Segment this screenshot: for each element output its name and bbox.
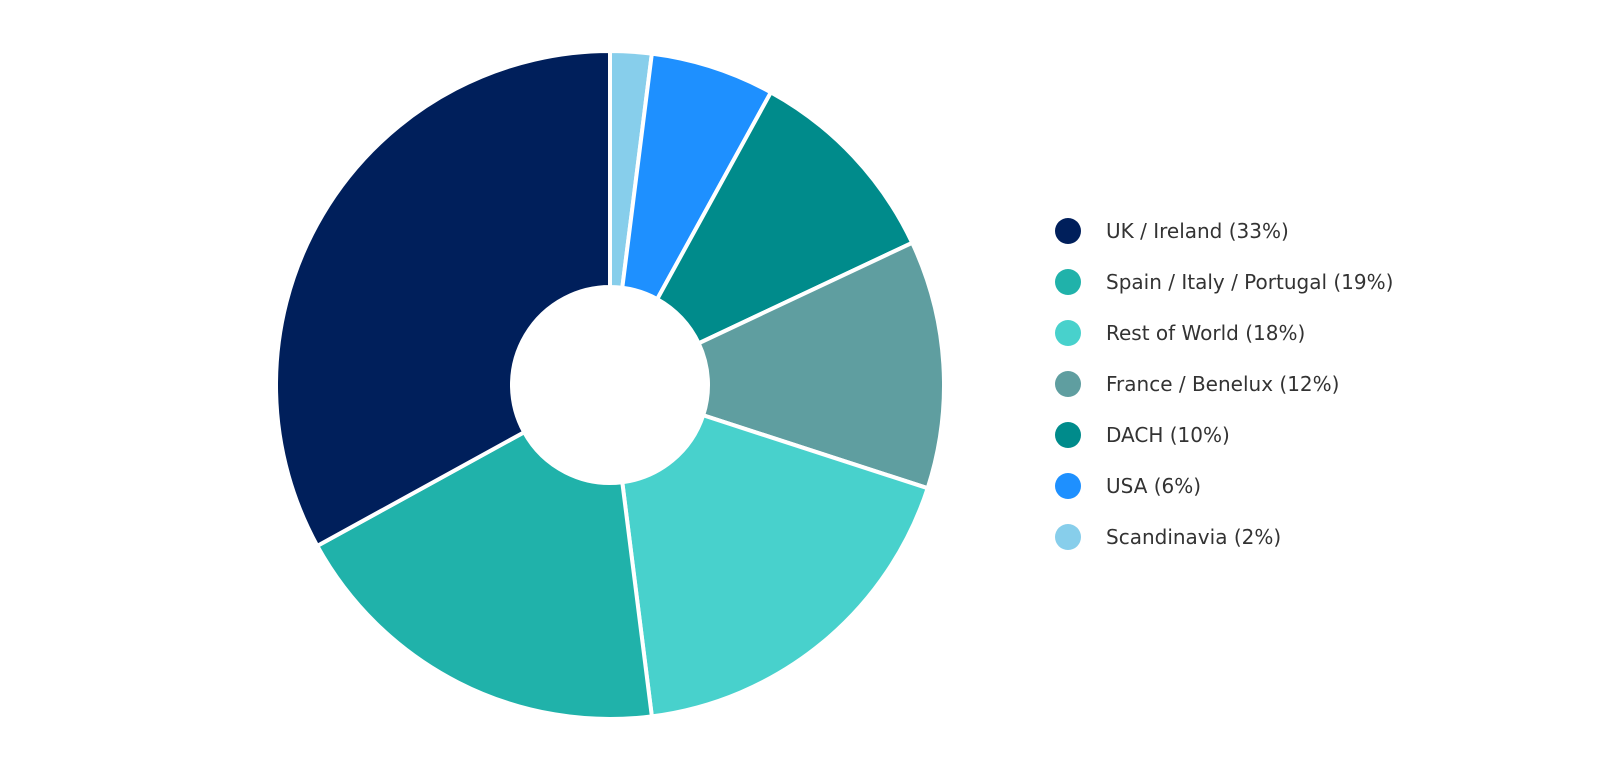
legend-item-spain-italy-portugal-19: Spain / Italy / Portugal (19%) [1055,269,1393,295]
legend-label: Rest of World (18%) [1106,321,1305,345]
legend-label: Scandinavia (2%) [1106,525,1281,549]
legend-item-france-benelux-12: France / Benelux (12%) [1055,371,1339,397]
slice-dach-10 [655,90,915,346]
legend-item-scandinavia-2: Scandinavia (2%) [1055,524,1281,550]
legend-swatch [1055,422,1081,448]
pie-slices [274,49,946,721]
legend: UK / Ireland (33%) Spain / Italy / Portug… [1055,218,1393,550]
legend-label: Spain / Italy / Portugal (19%) [1106,270,1393,294]
legend-item-uk-ireland-33: UK / Ireland (33%) [1055,218,1289,244]
slice-uk-ireland-33 [274,49,612,548]
slice-spain-italy-portugal-19 [315,430,654,721]
slice-rest-of-world-18 [620,413,930,719]
legend-label: USA (6%) [1106,474,1201,498]
legend-swatch [1055,320,1081,346]
legend-swatch [1055,371,1081,397]
legend-swatch [1055,473,1081,499]
legend-item-rest-of-world-18: Rest of World (18%) [1055,320,1305,346]
legend-label: France / Benelux (12%) [1106,372,1339,396]
legend-item-usa-6: USA (6%) [1055,473,1201,499]
legend-label: DACH (10%) [1106,423,1230,447]
legend-swatch [1055,218,1081,244]
slice-france-benelux-12 [696,240,946,491]
legend-item-dach-10: DACH (10%) [1055,422,1230,448]
legend-label: UK / Ireland (33%) [1106,219,1289,243]
legend-swatch [1055,524,1081,550]
legend-swatch [1055,269,1081,295]
